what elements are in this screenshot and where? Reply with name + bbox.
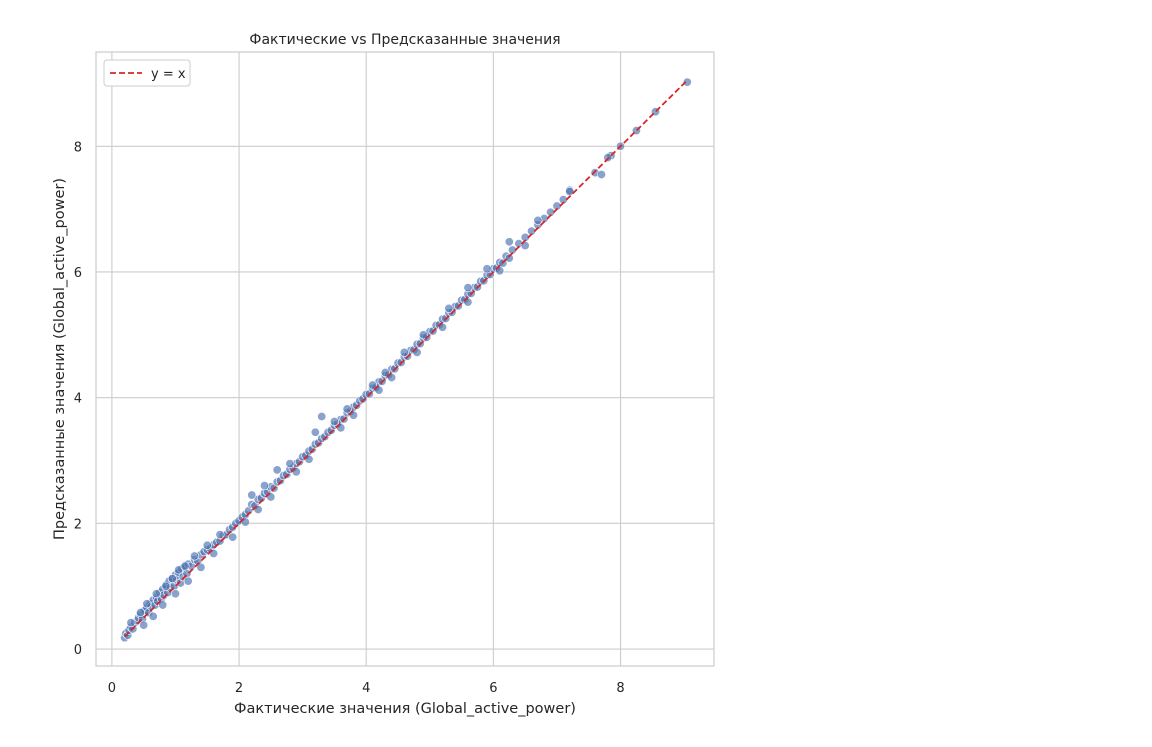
- data-point: [565, 187, 575, 197]
- x-tick-label: 0: [108, 681, 116, 696]
- x-tick-label: 2: [235, 681, 243, 696]
- data-point: [148, 611, 158, 621]
- data-point: [180, 561, 190, 571]
- data-point: [142, 599, 152, 609]
- data-point: [310, 427, 320, 437]
- data-point: [418, 330, 428, 340]
- y-tick-label: 8: [74, 140, 82, 155]
- y-tick-label: 2: [74, 517, 82, 532]
- data-point: [368, 380, 378, 390]
- data-point: [504, 237, 514, 247]
- data-point: [215, 530, 225, 540]
- x-tick-label: 6: [489, 681, 497, 696]
- data-point: [190, 551, 200, 561]
- data-point: [202, 540, 212, 550]
- data-point: [259, 481, 269, 491]
- data-point: [228, 532, 238, 542]
- x-tick-labels: 0 2 4 6 8: [108, 681, 625, 696]
- data-point: [139, 620, 149, 630]
- data-point: [482, 264, 492, 274]
- x-axis-label: Фактические значения (Global_active_powe…: [234, 701, 576, 717]
- data-point: [158, 600, 168, 610]
- data-point: [342, 404, 352, 414]
- data-point: [247, 490, 257, 500]
- data-point: [596, 170, 606, 180]
- data-point: [317, 412, 327, 422]
- reference-line-y-equals-x: [123, 79, 688, 638]
- data-point: [329, 417, 339, 427]
- data-point: [167, 574, 177, 584]
- data-point: [444, 303, 454, 313]
- data-point: [533, 215, 543, 225]
- y-axis-label: Предсказанные значения (Global_active_po…: [52, 178, 68, 540]
- data-point: [196, 562, 206, 572]
- data-point: [126, 618, 136, 628]
- data-point: [380, 368, 390, 378]
- data-point: [463, 283, 473, 293]
- data-point: [170, 589, 180, 599]
- data-point: [682, 77, 692, 87]
- legend: y = x: [103, 59, 191, 87]
- x-gridlines: [111, 52, 622, 666]
- data-point: [399, 347, 409, 357]
- data-point: [285, 459, 295, 469]
- data-point: [136, 608, 146, 618]
- y-tick-labels: 0 2 4 6 8: [74, 140, 82, 658]
- y-tick-label: 0: [74, 643, 82, 658]
- data-point: [161, 581, 171, 591]
- legend-label: y = x: [151, 67, 186, 82]
- x-tick-label: 4: [362, 681, 370, 696]
- legend-box: [103, 59, 191, 87]
- data-point: [183, 576, 193, 586]
- y-tick-label: 6: [74, 266, 82, 281]
- x-tick-label: 8: [616, 681, 624, 696]
- y-tick-label: 4: [74, 392, 82, 407]
- data-point: [151, 589, 161, 599]
- y-gridlines: [96, 145, 714, 650]
- chart-title: Фактические vs Предсказанные значения: [249, 32, 560, 48]
- data-point: [272, 465, 282, 475]
- data-point: [504, 253, 514, 263]
